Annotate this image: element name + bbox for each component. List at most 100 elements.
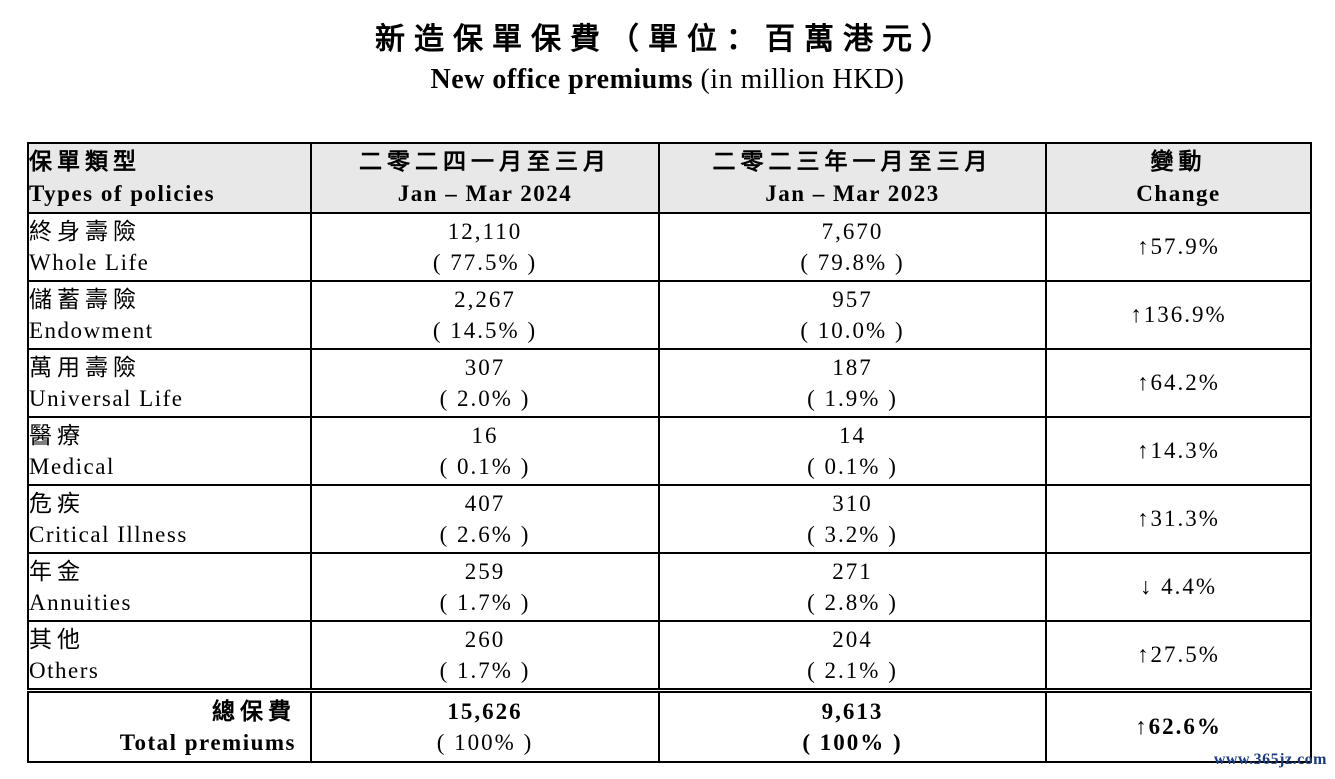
share-2023: ( 10.0% ) [800,318,905,343]
header-change-zh: 變動 [1150,149,1207,174]
value-2024: 260 [464,627,506,652]
value-2023-cell: 14 ( 0.1% ) [658,416,1047,486]
total-label-cell: 總保費 Total premiums [27,688,312,763]
policy-type-cell: 終身壽險 Whole Life [27,212,312,282]
header-jan-mar-2023: 二零二三年一月至三月 Jan – Mar 2023 [658,142,1047,214]
policy-type-en: Medical [29,454,115,479]
total-2024-cell: 15,626 ( 100% ) [310,688,660,763]
page-title-english-main: New office premiums [430,64,693,95]
value-2023-cell: 204 ( 2.1% ) [658,620,1047,692]
table-row-others: 其他 Others 260 ( 1.7% ) 204 ( 2.1% ) ↑27.… [27,620,1312,692]
share-2023: ( 79.8% ) [800,250,905,275]
value-2023: 271 [832,559,873,584]
value-2023: 957 [832,287,873,312]
total-value-2024: 15,626 [447,699,523,724]
total-share-2023: ( 100% ) [802,730,903,755]
table-row-endowment: 儲蓄壽險 Endowment 2,267 ( 14.5% ) 957 ( 10.… [27,280,1312,350]
value-2024-cell: 12,110 ( 77.5% ) [310,212,660,282]
policy-type-zh: 終身壽險 [29,219,141,244]
change-cell: ↑14.3% [1045,416,1312,486]
policy-type-en: Whole Life [29,250,150,275]
header-2024-en: Jan – Mar 2024 [397,181,573,206]
header-jan-mar-2024: 二零二四一月至三月 Jan – Mar 2024 [310,142,660,214]
change-cell: ↑57.9% [1045,212,1312,282]
value-2024-cell: 407 ( 2.6% ) [310,484,660,554]
header-types-zh: 保單類型 [29,149,141,174]
share-2024: ( 1.7% ) [439,590,531,615]
value-2023: 204 [832,627,873,652]
value-2024-cell: 2,267 ( 14.5% ) [310,280,660,350]
total-value-2023: 9,613 [821,699,884,724]
new-office-premiums-table: 保單類型 Types of policies 二零二四一月至三月 Jan – M… [27,142,1312,763]
watermark-site-link[interactable]: www.365jz.com [1213,751,1327,768]
policy-type-zh: 其他 [29,627,85,652]
total-share-2024: ( 100% ) [436,730,534,755]
policy-type-zh: 年金 [29,559,85,584]
table-row-universal-life: 萬用壽險 Universal Life 307 ( 2.0% ) 187 ( 1… [27,348,1312,418]
table-row-medical: 醫療 Medical 16 ( 0.1% ) 14 ( 0.1% ) ↑14.3… [27,416,1312,486]
total-label-en: Total premiums [119,730,296,755]
policy-type-cell: 危疾 Critical Illness [27,484,312,554]
policy-type-en: Others [29,658,100,683]
share-2023: ( 0.1% ) [807,454,898,479]
value-2023-cell: 957 ( 10.0% ) [658,280,1047,350]
share-2024: ( 2.0% ) [439,386,531,411]
policy-type-cell: 醫療 Medical [27,416,312,486]
header-types-en: Types of policies [29,181,216,206]
share-2024: ( 2.6% ) [439,522,531,547]
header-2024-zh: 二零二四一月至三月 [359,149,611,174]
policy-type-cell: 年金 Annuities [27,552,312,622]
value-2024: 12,110 [447,219,523,244]
policy-type-zh: 萬用壽險 [29,355,141,380]
page-title-english-unit: (in million HKD) [692,64,905,95]
share-2024: ( 14.5% ) [432,318,538,343]
value-2024: 16 [471,423,499,448]
value-2024: 307 [464,355,506,380]
value-2024: 407 [464,491,506,516]
value-2024-cell: 260 ( 1.7% ) [310,620,660,692]
total-change-cell: ↑62.6% [1045,688,1312,763]
header-change-en: Change [1136,181,1221,206]
header-row: 保單類型 Types of policies 二零二四一月至三月 Jan – M… [27,142,1312,214]
value-2023: 187 [832,355,873,380]
value-2024-cell: 16 ( 0.1% ) [310,416,660,486]
policy-type-zh: 儲蓄壽險 [29,287,141,312]
change-cell: ↑27.5% [1045,620,1312,692]
policy-type-zh: 危疾 [29,491,85,516]
header-types-of-policies: 保單類型 Types of policies [27,142,312,214]
share-2023: ( 2.1% ) [807,658,898,683]
policy-type-cell: 萬用壽險 Universal Life [27,348,312,418]
change-cell: ↑64.2% [1045,348,1312,418]
value-2023: 310 [832,491,873,516]
value-2024-cell: 259 ( 1.7% ) [310,552,660,622]
header-2023-en: Jan – Mar 2023 [765,181,940,206]
table-row-critical-illness: 危疾 Critical Illness 407 ( 2.6% ) 310 ( 3… [27,484,1312,554]
value-2023-cell: 310 ( 3.2% ) [658,484,1047,554]
value-2023-cell: 187 ( 1.9% ) [658,348,1047,418]
change-cell: ↑31.3% [1045,484,1312,554]
share-2023: ( 2.8% ) [807,590,898,615]
value-2023-cell: 7,670 ( 79.8% ) [658,212,1047,282]
share-2024: ( 77.5% ) [432,250,538,275]
value-2024: 259 [464,559,506,584]
policy-type-en: Annuities [29,590,132,615]
table-row-annuities: 年金 Annuities 259 ( 1.7% ) 271 ( 2.8% ) ↓… [27,552,1312,622]
page-title-english: New office premiums (in million HKD) [0,64,1335,96]
policy-type-cell: 儲蓄壽險 Endowment [27,280,312,350]
value-2023: 7,670 [821,219,884,244]
policy-type-cell: 其他 Others [27,620,312,692]
header-2023-zh: 二零二三年一月至三月 [712,149,993,174]
policy-type-en: Critical Illness [29,522,188,547]
total-row: 總保費 Total premiums 15,626 ( 100% ) 9,613… [27,688,1312,763]
total-2023-cell: 9,613 ( 100% ) [658,688,1047,763]
value-2024: 2,267 [454,287,516,312]
policy-type-zh: 醫療 [29,423,85,448]
share-2024: ( 0.1% ) [439,454,531,479]
table-row-whole-life: 終身壽險 Whole Life 12,110 ( 77.5% ) 7,670 (… [27,212,1312,282]
policy-type-en: Universal Life [29,386,184,411]
share-2024: ( 1.7% ) [439,658,531,683]
value-2023: 14 [839,423,866,448]
total-label-zh: 總保費 [212,699,296,724]
change-cell: ↓ 4.4% [1045,552,1312,622]
page-title-chinese: 新造保單保費（單位：百萬港元） [375,23,960,56]
